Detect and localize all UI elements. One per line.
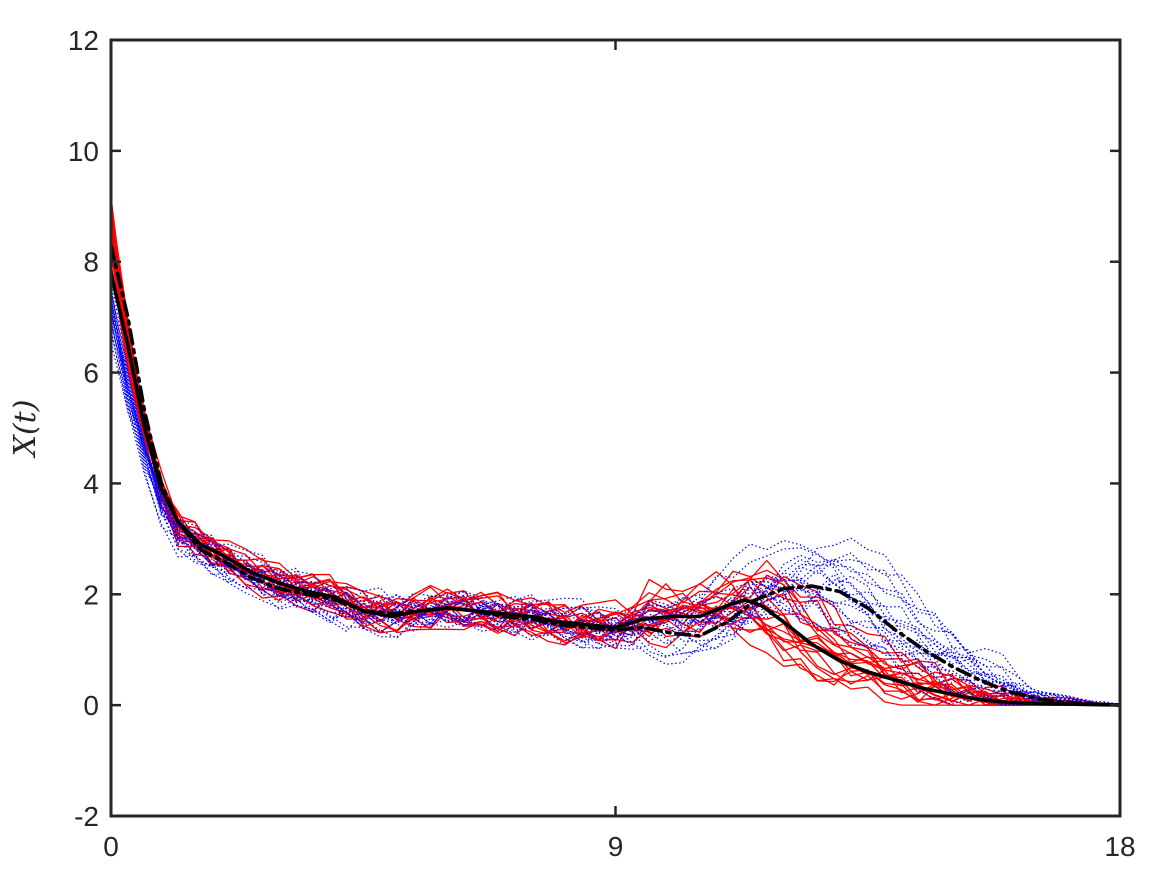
blue-trace-line [111,301,1120,706]
blue-trace-line [111,290,1120,705]
y-tick-label: -2 [74,801,99,832]
y-tick-label: 0 [83,690,99,721]
red-trace-line [111,248,1120,706]
blue-trace-line [111,315,1120,706]
blue-trace-line [111,304,1120,706]
red-trace-line [111,240,1120,706]
blue-trace-line [111,285,1120,706]
blue-trace-line [111,312,1120,706]
blue-trace-line [111,309,1120,705]
blue-trace-line [111,331,1120,706]
y-tick-label: 8 [83,247,99,278]
red-trace-line [111,229,1120,706]
red-trace-line [111,251,1120,706]
mean-solid-line [111,270,1120,707]
x-tick-label: 18 [1104,831,1135,862]
y-tick-label: 4 [83,468,99,499]
mean-dash-dot-line [111,243,1120,707]
blue-trace-line [111,293,1120,706]
red-trace-line [111,215,1120,706]
red-trace-line [111,234,1120,706]
blue-trace-line [111,318,1120,706]
y-tick-label: 10 [68,136,99,167]
blue-trace-line [111,296,1120,706]
axes [109,38,1122,818]
blue-trace-line [111,304,1120,706]
blue-trace-line [111,342,1120,706]
red-trace-line [111,237,1120,706]
y-tick-label: 12 [68,25,99,56]
red-trace-line [111,221,1120,706]
trace-layer [111,196,1120,706]
red-trace-line [111,232,1120,706]
blue-trace-line [111,307,1120,706]
red-trace-line [111,262,1120,706]
y-tick-label: 2 [83,579,99,610]
red-trace-line [111,243,1120,706]
x-tick-label: 0 [103,831,119,862]
y-tick-label: 6 [83,358,99,389]
y-axis-title: X(t) [8,400,43,459]
blue-trace-line [111,320,1120,705]
mean-line-layer [111,243,1120,707]
x-tick-label: 9 [608,831,624,862]
